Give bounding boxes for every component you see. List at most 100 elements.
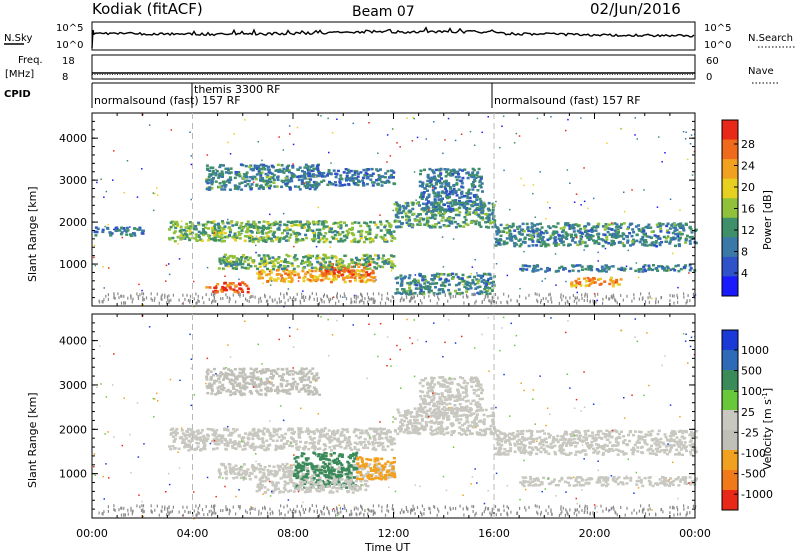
heatmap-cell: [440, 177, 443, 180]
ground-scatter: [184, 298, 185, 301]
heatmap-cell: [353, 265, 356, 268]
heatmap-cell: [363, 174, 366, 177]
ground-scatter: [251, 295, 252, 298]
heatmap-cell: [333, 434, 336, 437]
freq-label-1: Freq.: [18, 55, 43, 66]
heatmap-cell: [241, 229, 244, 232]
scatter-point: [611, 222, 613, 224]
heatmap-cell: [307, 254, 310, 257]
heatmap-cell: [354, 279, 357, 282]
heatmap-cell: [346, 428, 349, 431]
heatmap-cell: [440, 273, 443, 276]
heatmap-cell: [126, 227, 129, 230]
heatmap-cell: [490, 431, 493, 434]
heatmap-cell: [297, 176, 300, 179]
heatmap-cell: [223, 181, 226, 184]
scatter-point: [412, 140, 414, 142]
ground-scatter: [309, 295, 310, 298]
heatmap-cell: [540, 231, 543, 234]
ground-scatter: [183, 302, 184, 305]
heatmap-cell: [583, 227, 586, 230]
ground-scatter: [510, 299, 511, 302]
heatmap-cell: [365, 263, 368, 266]
heatmap-cell: [436, 194, 439, 197]
heatmap-cell: [198, 231, 201, 234]
heatmap-cell: [465, 172, 468, 175]
heatmap-cell: [308, 168, 311, 171]
heatmap-cell: [531, 270, 534, 273]
scatter-point: [565, 130, 567, 132]
heatmap-cell: [253, 434, 256, 437]
scatter-point: [293, 246, 295, 248]
heatmap-cell: [244, 448, 247, 451]
heatmap-cell: [334, 234, 337, 237]
heatmap-cell: [408, 274, 411, 277]
heatmap-cell: [331, 257, 334, 260]
scatter-point: [320, 115, 322, 117]
heatmap-cell: [373, 280, 376, 283]
heatmap-cell: [435, 181, 438, 184]
heatmap-cell: [546, 232, 549, 235]
heatmap-cell: [248, 166, 251, 169]
heatmap-cell: [442, 282, 445, 285]
heatmap-cell: [435, 169, 438, 172]
heatmap-cell: [266, 428, 269, 431]
heatmap-cell: [506, 224, 509, 227]
heatmap-cell: [261, 177, 264, 180]
heatmap-cell: [349, 179, 352, 182]
heatmap-cell: [435, 202, 438, 205]
heatmap-cell: [268, 273, 271, 276]
ground-scatter: [387, 292, 388, 295]
ground-scatter: [274, 298, 275, 301]
heatmap-cell: [249, 235, 252, 238]
heatmap-cell: [253, 428, 256, 431]
heatmap-cell: [667, 267, 670, 270]
heatmap-cell: [626, 241, 629, 244]
heatmap-cell: [456, 194, 459, 197]
heatmap-cell: [437, 174, 440, 177]
scatter-point: [104, 287, 106, 289]
heatmap-cell: [371, 238, 374, 241]
heatmap-cell: [271, 256, 274, 259]
heatmap-cell: [347, 183, 350, 186]
heatmap-cell: [109, 234, 112, 237]
heatmap-cell: [133, 234, 136, 237]
heatmap-cell: [251, 466, 254, 469]
ground-scatter: [434, 294, 435, 297]
heatmap-cell: [171, 237, 174, 240]
heatmap-cell: [444, 281, 447, 284]
heatmap-cell: [663, 236, 666, 239]
heatmap-cell: [674, 245, 677, 248]
heatmap-cell: [364, 259, 367, 262]
heatmap-cell: [385, 436, 388, 439]
heatmap-cell: [224, 472, 227, 475]
heatmap-cell: [404, 429, 407, 432]
ground-scatter: [648, 296, 649, 299]
scatter-point: [93, 257, 95, 259]
heatmap-cell: [364, 273, 367, 276]
scatter-point: [476, 272, 478, 274]
heatmap-cell: [396, 220, 399, 223]
heatmap-cell: [492, 209, 495, 212]
heatmap-cell: [401, 216, 404, 219]
ground-scatter: [328, 298, 329, 301]
ground-scatter: [194, 297, 195, 300]
heatmap-cell: [339, 177, 342, 180]
scatter-point: [396, 142, 398, 144]
heatmap-cell: [367, 441, 370, 444]
ground-scatter: [412, 293, 413, 296]
heatmap-cell: [374, 236, 377, 239]
heatmap-cell: [358, 263, 361, 266]
heatmap-cell: [541, 226, 544, 229]
ground-scatter: [587, 296, 588, 299]
heatmap-cell: [620, 269, 623, 272]
heatmap-cell: [323, 264, 326, 267]
heatmap-cell: [423, 191, 426, 194]
ground-scatter: [206, 293, 207, 296]
heatmap-cell: [458, 214, 461, 217]
heatmap-cell: [177, 236, 180, 239]
heatmap-cell: [510, 226, 513, 229]
ground-scatter: [620, 294, 621, 297]
heatmap-cell: [452, 173, 455, 176]
scatter-point: [672, 253, 674, 255]
